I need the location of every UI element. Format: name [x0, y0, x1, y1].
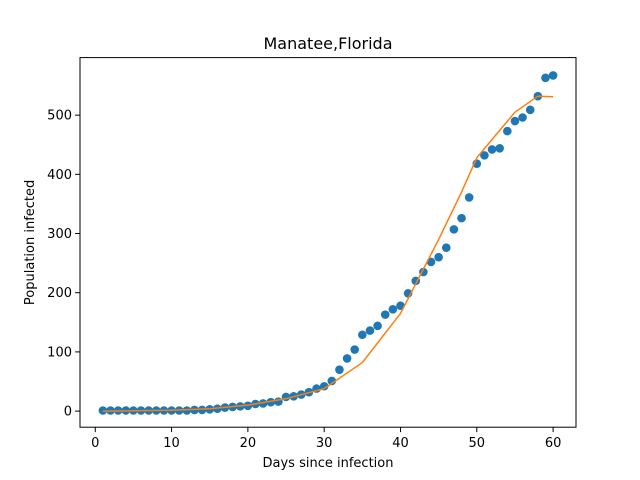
axes-frame	[79, 57, 577, 428]
data-point	[350, 345, 360, 354]
x-tick-label: 30	[316, 436, 333, 451]
data-point	[510, 116, 520, 126]
y-tick-label: 0	[64, 405, 72, 420]
data-point	[319, 381, 329, 391]
data-point	[518, 113, 527, 122]
data-point	[342, 354, 352, 363]
data-point	[335, 365, 344, 374]
data-point	[274, 397, 283, 406]
data-point	[388, 304, 398, 314]
data-point	[464, 193, 474, 202]
y-tick-label: 200	[47, 286, 72, 301]
data-point	[449, 225, 459, 234]
data-point	[441, 243, 451, 253]
y-axis-label: Population infected	[23, 180, 38, 305]
data-point	[503, 126, 512, 136]
data-point	[495, 143, 504, 153]
data-point	[548, 71, 558, 80]
fit-curve-line	[102, 95, 554, 412]
data-point	[480, 151, 489, 160]
data-point	[457, 213, 466, 223]
plot-area	[98, 71, 558, 415]
x-tick-label: 0	[91, 436, 99, 451]
data-point	[327, 376, 337, 386]
y-tick-label: 100	[47, 345, 72, 360]
data-point	[525, 105, 535, 115]
data-point	[373, 321, 382, 331]
x-tick-label: 60	[545, 436, 562, 451]
data-point	[380, 310, 390, 319]
y-tick-label: 400	[47, 168, 72, 183]
data-point	[365, 326, 375, 335]
data-point	[258, 399, 268, 408]
data-point	[541, 73, 550, 83]
axis-ticks: 0 10 20 30 40 50 60 0 100 200 300 400 500	[47, 109, 561, 452]
data-point	[266, 397, 276, 407]
x-tick-label: 50	[469, 436, 486, 451]
y-tick-label: 300	[47, 227, 72, 242]
x-axis-label: Days since infection	[263, 456, 394, 471]
x-tick-label: 20	[240, 436, 257, 451]
data-point	[434, 252, 443, 262]
y-tick-label: 500	[47, 109, 72, 124]
data-point	[487, 145, 497, 154]
data-point	[197, 405, 207, 415]
x-tick-label: 10	[163, 436, 180, 451]
x-tick-label: 40	[392, 436, 409, 451]
data-point	[182, 406, 192, 415]
chart-title: Manatee,Florida	[263, 34, 392, 53]
data-point	[358, 330, 367, 340]
